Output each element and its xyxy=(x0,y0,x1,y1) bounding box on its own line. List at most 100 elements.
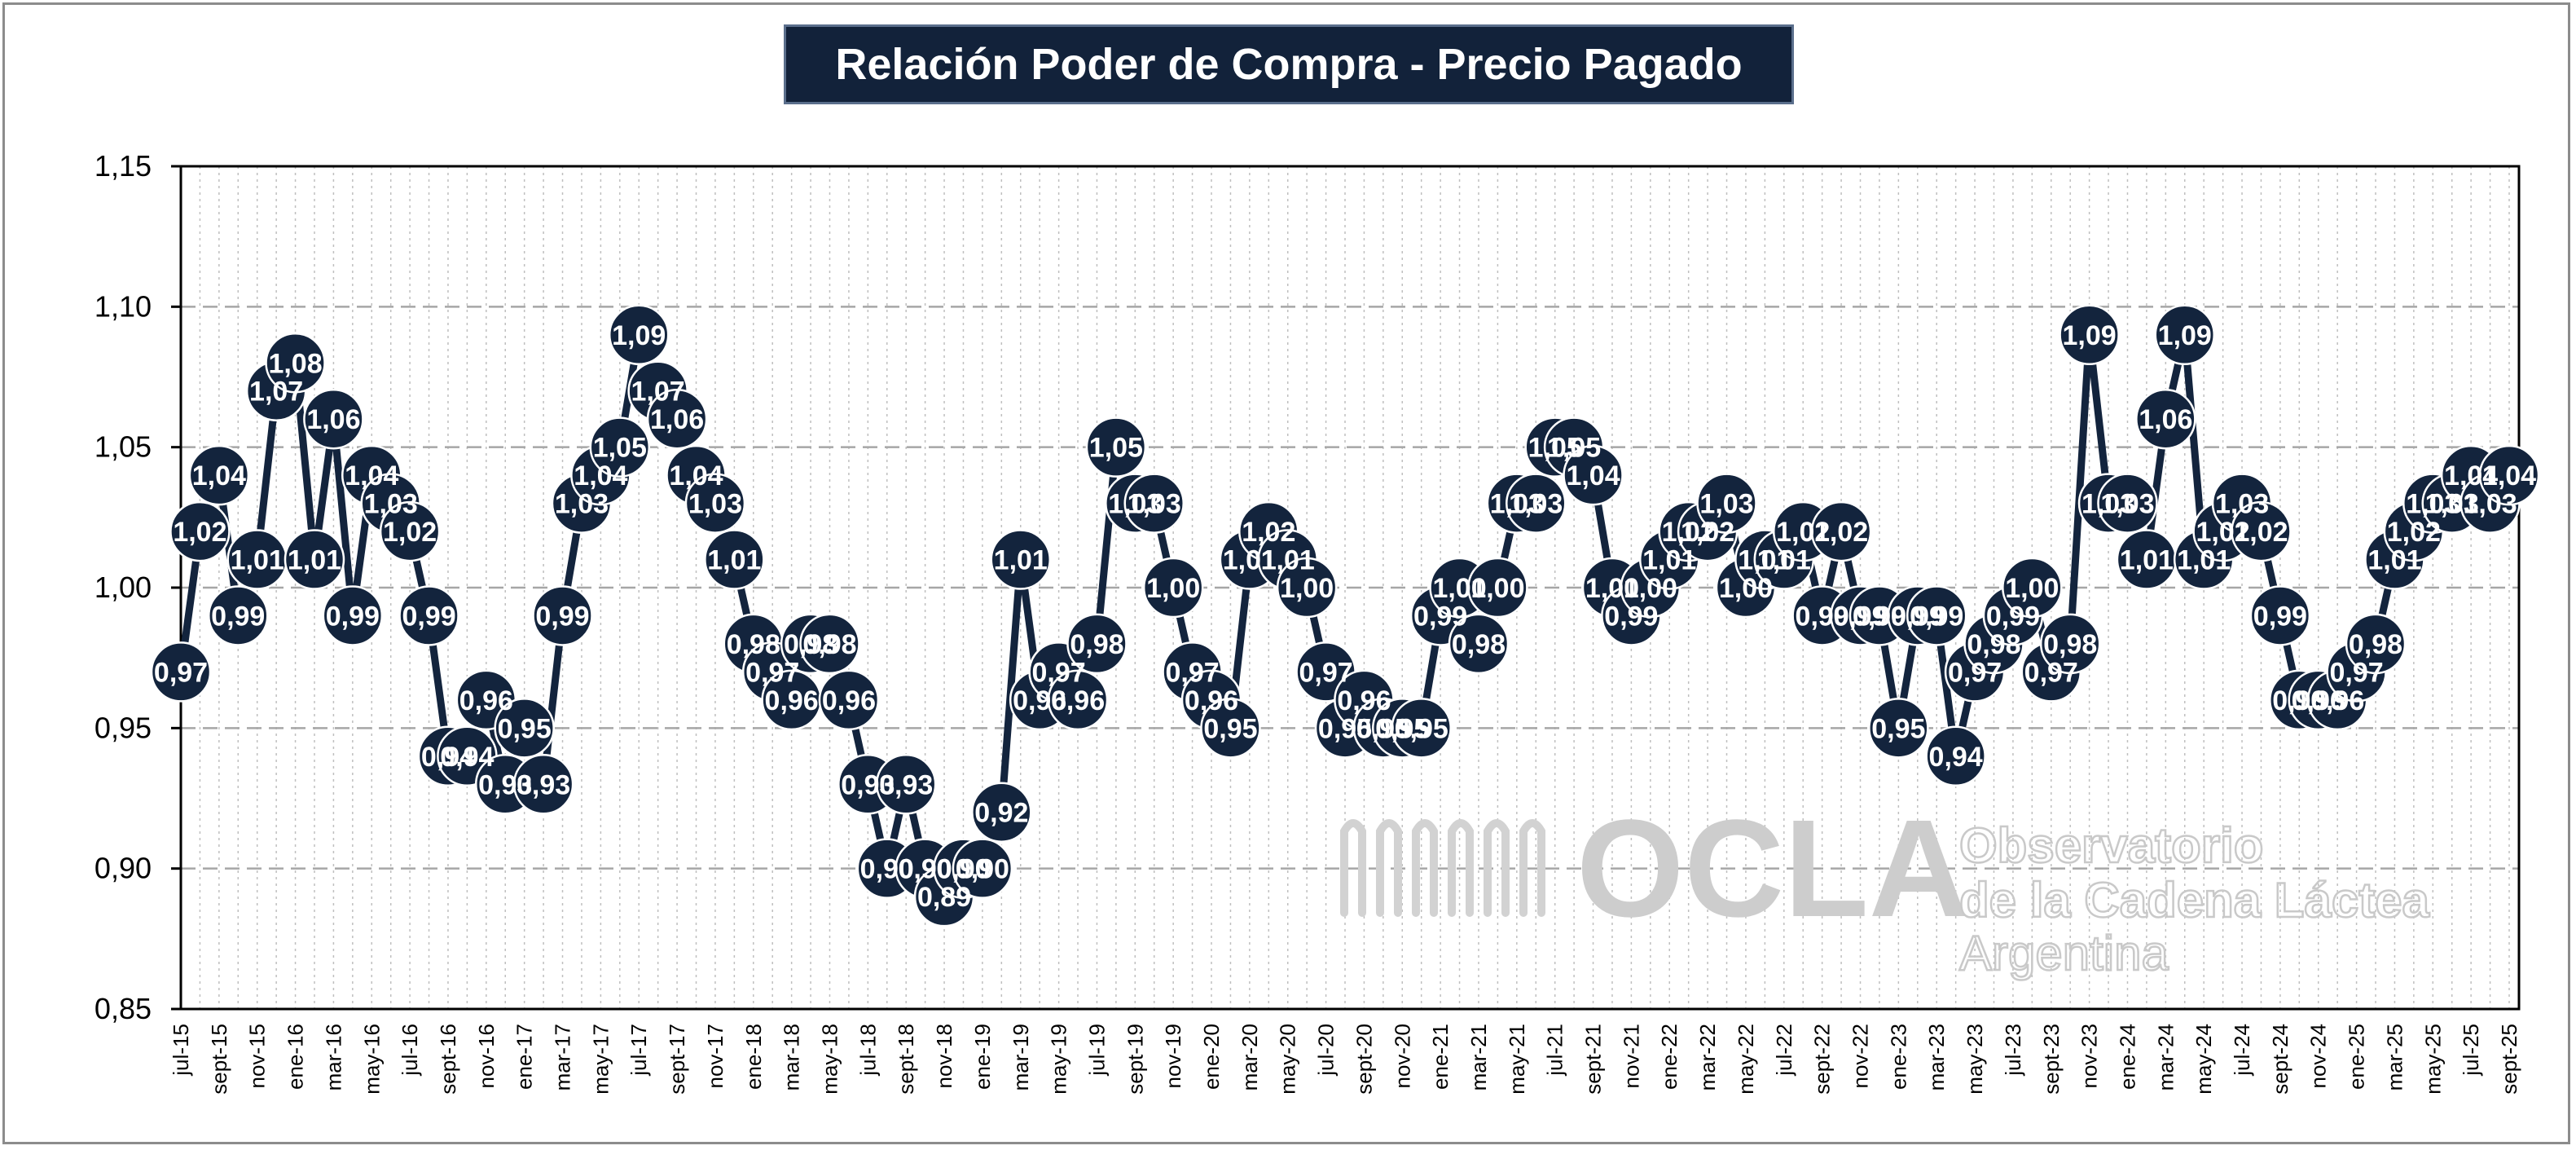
data-point xyxy=(1276,557,1338,619)
data-point xyxy=(150,641,212,703)
data-label: 0,99 xyxy=(535,601,589,632)
data-label: 1,08 xyxy=(268,348,322,379)
data-label: 1,09 xyxy=(2063,320,2117,351)
data-point xyxy=(1200,698,1261,759)
x-tick-label: ene-22 xyxy=(1657,1024,1681,1090)
data-label: 0,93 xyxy=(517,769,570,800)
y-tick-label: 0,85 xyxy=(95,992,152,1025)
x-tick-label: nov-21 xyxy=(1619,1024,1643,1089)
data-label: 0,95 xyxy=(1356,713,1410,744)
data-label: 0,99 xyxy=(1796,601,1849,632)
data-label: 1,04 xyxy=(2482,460,2536,491)
x-tick-label: sept-21 xyxy=(1581,1024,1606,1095)
data-label: 0,95 xyxy=(1871,713,1925,744)
x-tick-label: sept-18 xyxy=(894,1024,918,1095)
data-label: 0,98 xyxy=(784,629,837,660)
x-tick-label: ene-17 xyxy=(512,1024,537,1090)
data-label: 0,96 xyxy=(1051,685,1105,716)
data-label: 1,01 xyxy=(1642,545,1696,576)
y-tick-label: 1,15 xyxy=(95,149,152,183)
data-label: 1,00 xyxy=(2005,573,2059,604)
data-label: 1,04 xyxy=(574,460,627,491)
data-point xyxy=(1696,473,1757,534)
x-tick-label: nov-19 xyxy=(1161,1024,1185,1089)
chart-title-box: Relación Poder de Compra - Precio Pagado xyxy=(784,24,1794,104)
data-label: 0,96 xyxy=(765,685,819,716)
data-point xyxy=(398,585,459,646)
data-label: 1,07 xyxy=(631,377,685,408)
data-label: 0,96 xyxy=(822,685,876,716)
data-label: 0,99 xyxy=(1413,601,1467,632)
data-point xyxy=(1142,557,1204,619)
x-tick-label: ene-19 xyxy=(970,1024,995,1090)
x-tick-label: mar-19 xyxy=(1009,1024,1033,1091)
x-tick-label: mar-17 xyxy=(551,1024,575,1091)
data-point xyxy=(1467,557,1528,619)
data-point xyxy=(2478,444,2540,506)
x-tick-label: jul-17 xyxy=(626,1024,651,1077)
data-point xyxy=(2039,613,2101,675)
chart-title: Relación Poder de Compra - Precio Pagado xyxy=(835,40,1743,89)
data-label: 1,03 xyxy=(1699,489,1753,520)
data-label: 1,01 xyxy=(1223,545,1277,576)
data-point xyxy=(589,416,651,478)
data-label: 0,94 xyxy=(421,742,475,773)
data-label: 1,02 xyxy=(383,517,437,548)
y-tick-label: 1,05 xyxy=(95,430,152,464)
data-label: 0,95 xyxy=(498,713,552,744)
data-label: 1,05 xyxy=(593,433,647,464)
x-tick-label: mar-22 xyxy=(1695,1024,1720,1091)
data-label: 1,03 xyxy=(555,489,609,520)
data-point xyxy=(1925,725,1986,787)
data-label: 0,96 xyxy=(1185,685,1238,716)
watermark: OCLA Observatorio de la Cadena Láctea Ar… xyxy=(1340,791,2431,981)
x-tick-label: may-23 xyxy=(1963,1024,1987,1095)
data-point xyxy=(2249,585,2311,646)
data-label: 1,01 xyxy=(2367,545,2421,576)
x-tick-label: may-25 xyxy=(2420,1024,2445,1095)
data-label: 0,99 xyxy=(1833,601,1887,632)
data-point xyxy=(322,585,384,646)
x-tick-label: sept-23 xyxy=(2039,1024,2064,1095)
x-tick-label: ene-25 xyxy=(2345,1024,2369,1090)
data-label: 0,96 xyxy=(459,685,513,716)
data-point xyxy=(818,669,880,731)
data-label: 1,03 xyxy=(1490,489,1544,520)
data-point xyxy=(169,500,231,562)
x-tick-label: sept-19 xyxy=(1123,1024,1147,1095)
data-label: 0,99 xyxy=(1604,601,1658,632)
x-tick-label: nov-23 xyxy=(2077,1024,2102,1089)
data-label: 0,99 xyxy=(326,601,380,632)
data-point xyxy=(265,333,326,394)
data-label: 1,04 xyxy=(1566,460,1620,491)
data-label: 0,97 xyxy=(1299,657,1352,688)
data-label: 1,09 xyxy=(612,320,666,351)
data-point xyxy=(2345,613,2407,675)
data-label: 1,03 xyxy=(2081,489,2135,520)
data-label: 1,01 xyxy=(707,545,761,576)
x-tick-label: jul-22 xyxy=(1772,1024,1796,1077)
data-label: 1,00 xyxy=(1146,573,1200,604)
data-label: 0,93 xyxy=(879,769,933,800)
data-point xyxy=(1085,416,1147,478)
y-tick-label: 1,10 xyxy=(95,289,152,323)
data-label: 0,90 xyxy=(860,854,914,885)
logo-wave-shape xyxy=(1340,819,1545,917)
x-tick-label: jul-21 xyxy=(1543,1024,1567,1077)
data-label: 1,01 xyxy=(2177,545,2231,576)
data-point xyxy=(1047,669,1109,731)
data-label: 1,03 xyxy=(1108,489,1162,520)
x-tick-label: ene-16 xyxy=(284,1024,308,1090)
data-point xyxy=(2135,388,2196,450)
data-point xyxy=(684,473,746,534)
data-point xyxy=(799,613,860,675)
x-tick-label: sept-24 xyxy=(2268,1024,2292,1095)
x-tick-label: may-18 xyxy=(817,1024,842,1095)
x-tick-label: mar-24 xyxy=(2153,1024,2178,1091)
data-label: 0,97 xyxy=(2024,657,2078,688)
data-label: 1,02 xyxy=(2196,517,2250,548)
data-label: 0,95 xyxy=(1375,713,1429,744)
x-tick-label: sept-25 xyxy=(2497,1024,2521,1095)
data-label: 0,97 xyxy=(2329,657,2383,688)
